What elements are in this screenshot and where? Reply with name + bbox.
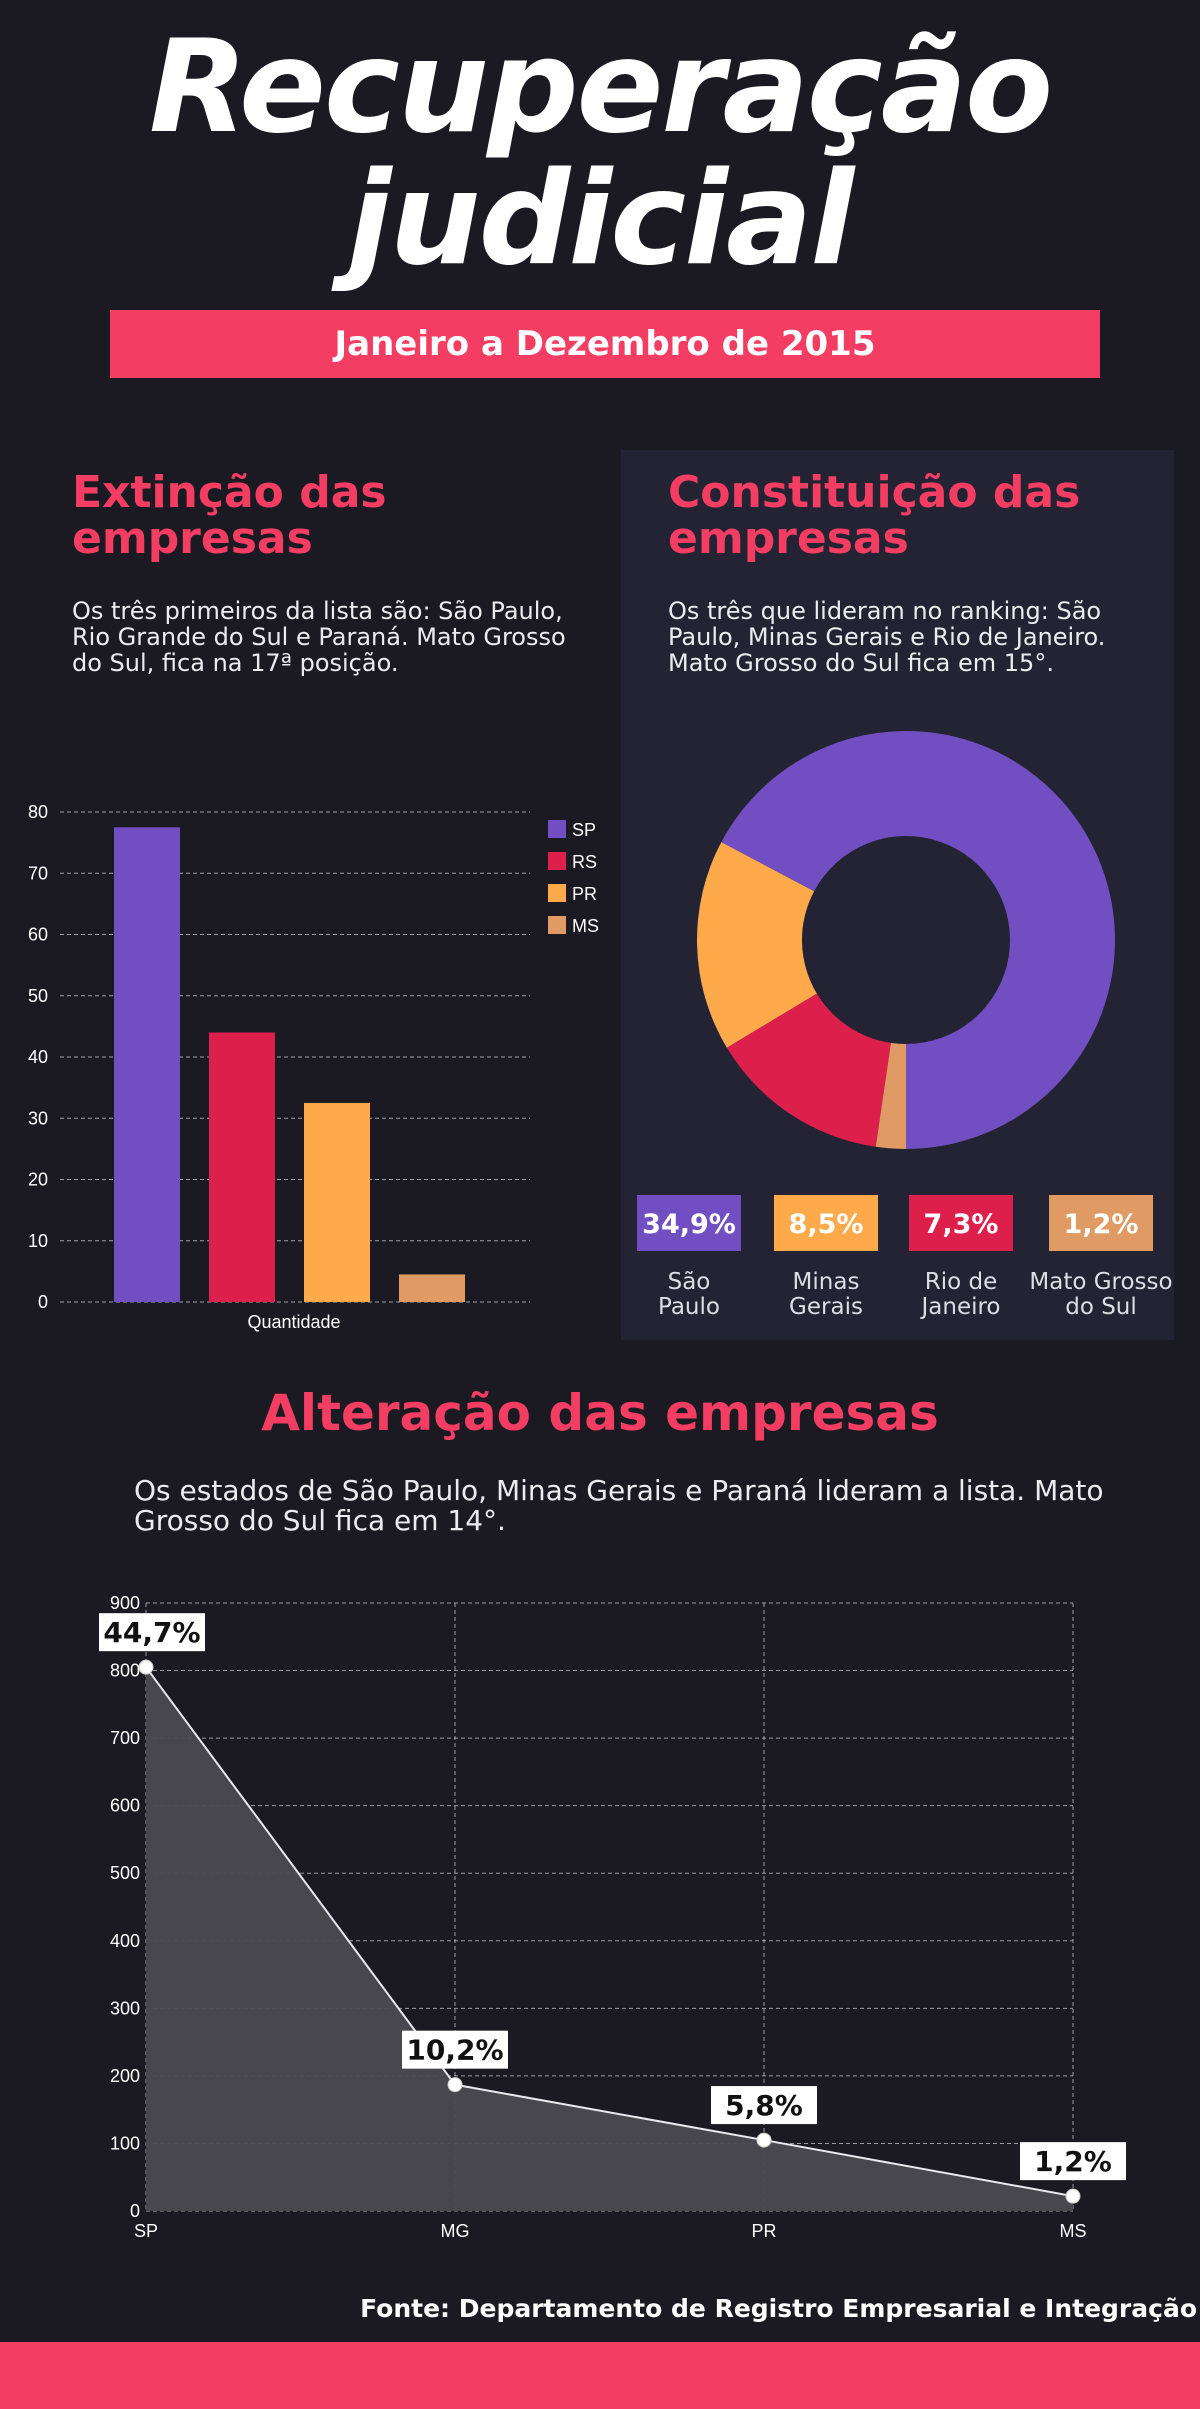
area-y-tick: 200	[110, 2066, 140, 2086]
pct-box-2	[909, 1195, 1013, 1251]
bar-y-tick: 20	[28, 1170, 48, 1190]
area-line	[145, 1666, 1074, 2198]
extincao-heading: Extinção das empresas	[72, 467, 387, 564]
area-y-tick: 0	[130, 2201, 140, 2221]
area-data-label-box	[99, 1613, 205, 1652]
donut-slice-3	[875, 1042, 906, 1149]
bar-x-label: Quantidade	[247, 1312, 340, 1332]
area-x-tick: MG	[441, 2221, 470, 2241]
source-note: Fonte: Departamento de Registro Empresar…	[360, 2294, 1197, 2323]
bar-pr	[304, 1102, 370, 1302]
pct-value-3: 1,2%	[1064, 1209, 1139, 1240]
area-point	[756, 2132, 772, 2148]
state-label-2: Rio de Janeiro	[919, 1269, 1000, 1320]
constituicao-heading: Constituição das empresas	[668, 467, 1081, 564]
bar-ms	[399, 1274, 465, 1302]
legend-label-ms: MS	[572, 916, 599, 936]
area-x-tick: SP	[134, 2221, 158, 2241]
area-y-tick: 800	[110, 1661, 140, 1681]
state-label-3: Mato Grosso do Sul	[1029, 1269, 1172, 1320]
bar-y-tick: 40	[28, 1047, 48, 1067]
bar-sp	[114, 827, 180, 1302]
area-x-tick: MS	[1060, 2221, 1087, 2241]
area-y-tick: 700	[110, 1728, 140, 1748]
state-label-1: Minas Gerais	[789, 1269, 863, 1320]
bar-y-tick: 50	[28, 986, 48, 1006]
area-y-tick: 500	[110, 1863, 140, 1883]
area-data-label: 1,2%	[1034, 2145, 1112, 2178]
area-y-tick: 600	[110, 1796, 140, 1816]
legend-swatch-ms	[548, 916, 566, 934]
footer-bar	[0, 2342, 1200, 2409]
bar-rs	[209, 1032, 275, 1302]
area-data-label: 5,8%	[725, 2089, 803, 2122]
bar-y-tick: 70	[28, 863, 48, 883]
area-data-label-box	[711, 2086, 817, 2125]
area-point	[138, 1659, 154, 1675]
title-line-2: judicial	[347, 145, 855, 294]
legend-swatch-pr	[548, 884, 566, 902]
legend-swatch-rs	[548, 852, 566, 870]
title-line-1: Recuperação	[148, 13, 1053, 162]
bar-y-tick: 10	[28, 1231, 48, 1251]
area-y-tick: 100	[110, 2133, 140, 2153]
area-data-label: 10,2%	[406, 2034, 503, 2067]
legend-label-pr: PR	[572, 884, 597, 904]
area-y-tick: 900	[110, 1593, 140, 1613]
pct-value-2: 7,3%	[924, 1209, 999, 1240]
pct-value-1: 8,5%	[789, 1209, 864, 1240]
legend-swatch-sp	[548, 820, 566, 838]
alteracao-heading: Alteração das empresas	[261, 1384, 939, 1442]
constituicao-description: Os três que lideram no ranking: São Paul…	[668, 597, 1106, 677]
alteracao-description: Os estados de São Paulo, Minas Gerais e …	[134, 1474, 1104, 1537]
legend-label-rs: RS	[572, 852, 597, 872]
donut-slice-0	[721, 730, 1116, 1149]
area-x-tick: PR	[751, 2221, 776, 2241]
bar-y-tick: 30	[28, 1108, 48, 1128]
area-y-tick: 400	[110, 1931, 140, 1951]
extincao-description: Os três primeiros da lista são: São Paul…	[72, 597, 566, 677]
bar-y-tick: 60	[28, 925, 48, 945]
legend-label-sp: SP	[572, 820, 596, 840]
area-point	[1065, 2188, 1081, 2204]
pct-box-0	[637, 1195, 741, 1251]
pct-box-1	[774, 1195, 878, 1251]
area-data-label-box	[1020, 2142, 1126, 2181]
bar-y-tick: 80	[28, 802, 48, 822]
area-fill	[146, 1667, 1073, 2211]
donut-slice-2	[726, 993, 891, 1147]
state-label-0: São Paulo	[658, 1269, 720, 1320]
period-banner: Janeiro a Dezembro de 2015	[110, 310, 1100, 378]
area-data-label: 44,7%	[103, 1616, 200, 1649]
donut-slice-1	[697, 842, 817, 1048]
pct-box-3	[1049, 1195, 1153, 1251]
area-point	[447, 2077, 463, 2093]
area-y-tick: 300	[110, 1998, 140, 2018]
bar-y-tick: 0	[38, 1292, 48, 1312]
area-data-label-box	[402, 2030, 508, 2069]
pct-value-0: 34,9%	[642, 1209, 736, 1240]
period-text: Janeiro a Dezembro de 2015	[334, 324, 876, 364]
